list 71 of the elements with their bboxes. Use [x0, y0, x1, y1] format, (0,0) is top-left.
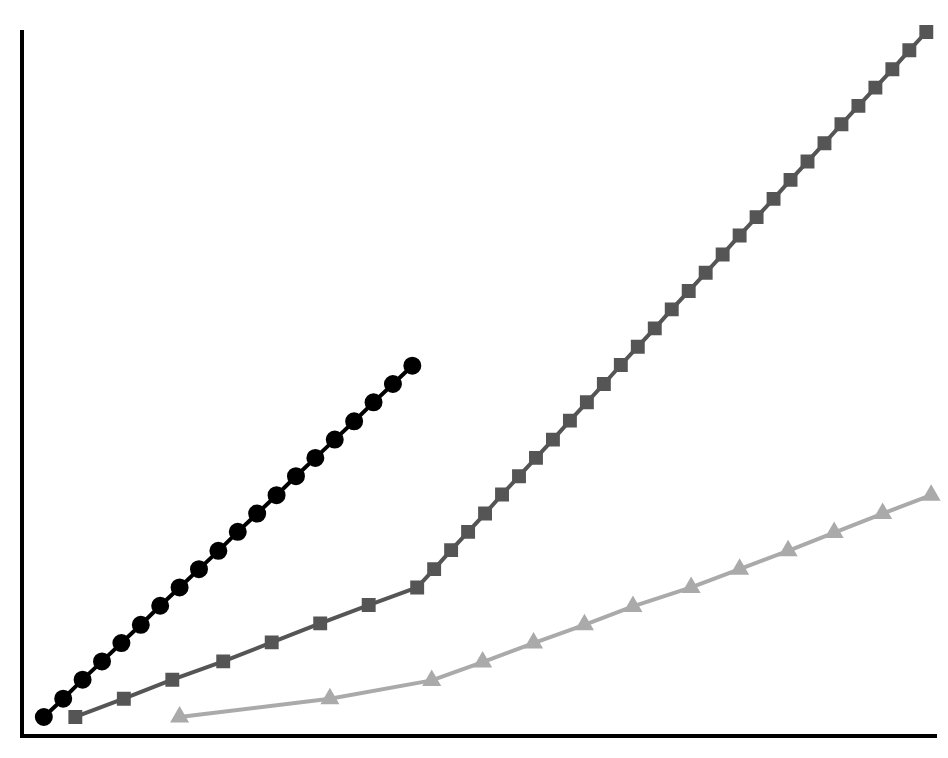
- point: [546, 432, 560, 447]
- point: [427, 562, 442, 577]
- point: [834, 117, 849, 132]
- point: [325, 430, 344, 449]
- point: [902, 43, 917, 58]
- point: [228, 522, 247, 541]
- point: [698, 265, 713, 280]
- point: [444, 543, 459, 558]
- point: [919, 25, 934, 39]
- point: [579, 395, 594, 410]
- point: [826, 523, 843, 539]
- point: [267, 486, 286, 505]
- point: [286, 467, 305, 486]
- point: [321, 689, 338, 705]
- point: [731, 560, 748, 575]
- point: [116, 691, 131, 706]
- point: [783, 172, 798, 187]
- point: [73, 670, 92, 689]
- point: [112, 634, 131, 653]
- point: [525, 634, 542, 649]
- point: [715, 247, 730, 262]
- point: [647, 321, 662, 336]
- point: [54, 689, 73, 708]
- point: [596, 377, 611, 391]
- point: [800, 154, 815, 169]
- point: [732, 228, 747, 243]
- point: [630, 339, 645, 354]
- point: [512, 469, 526, 484]
- point: [613, 358, 628, 372]
- point: [868, 80, 883, 95]
- point: [151, 596, 170, 615]
- point: [461, 524, 476, 539]
- point: [478, 506, 493, 521]
- point: [345, 412, 364, 431]
- point: [851, 98, 866, 113]
- point: [364, 393, 383, 412]
- point: [529, 450, 543, 465]
- point: [681, 284, 696, 299]
- point: [874, 504, 891, 520]
- point: [766, 191, 781, 206]
- point: [780, 541, 797, 557]
- point: [313, 616, 328, 631]
- point: [562, 413, 577, 428]
- point: [131, 615, 150, 634]
- point: [170, 578, 189, 597]
- point: [403, 356, 422, 375]
- point: [423, 671, 440, 686]
- point: [361, 598, 376, 613]
- point: [383, 375, 402, 393]
- point: [683, 578, 700, 593]
- point: [93, 652, 112, 671]
- point: [664, 302, 679, 317]
- point: [189, 560, 208, 579]
- point: [410, 580, 425, 595]
- point: [749, 210, 764, 225]
- point: [209, 541, 228, 560]
- point: [34, 707, 53, 726]
- point: [923, 486, 940, 501]
- point: [495, 487, 509, 502]
- point: [216, 654, 231, 669]
- point: [817, 136, 832, 151]
- point: [68, 710, 83, 724]
- point: [165, 672, 180, 687]
- point: [885, 62, 900, 77]
- point: [306, 448, 325, 467]
- point: [624, 597, 642, 612]
- point: [474, 653, 491, 668]
- point: [248, 504, 267, 523]
- point: [576, 615, 593, 631]
- point: [171, 707, 188, 723]
- point: [264, 635, 279, 650]
